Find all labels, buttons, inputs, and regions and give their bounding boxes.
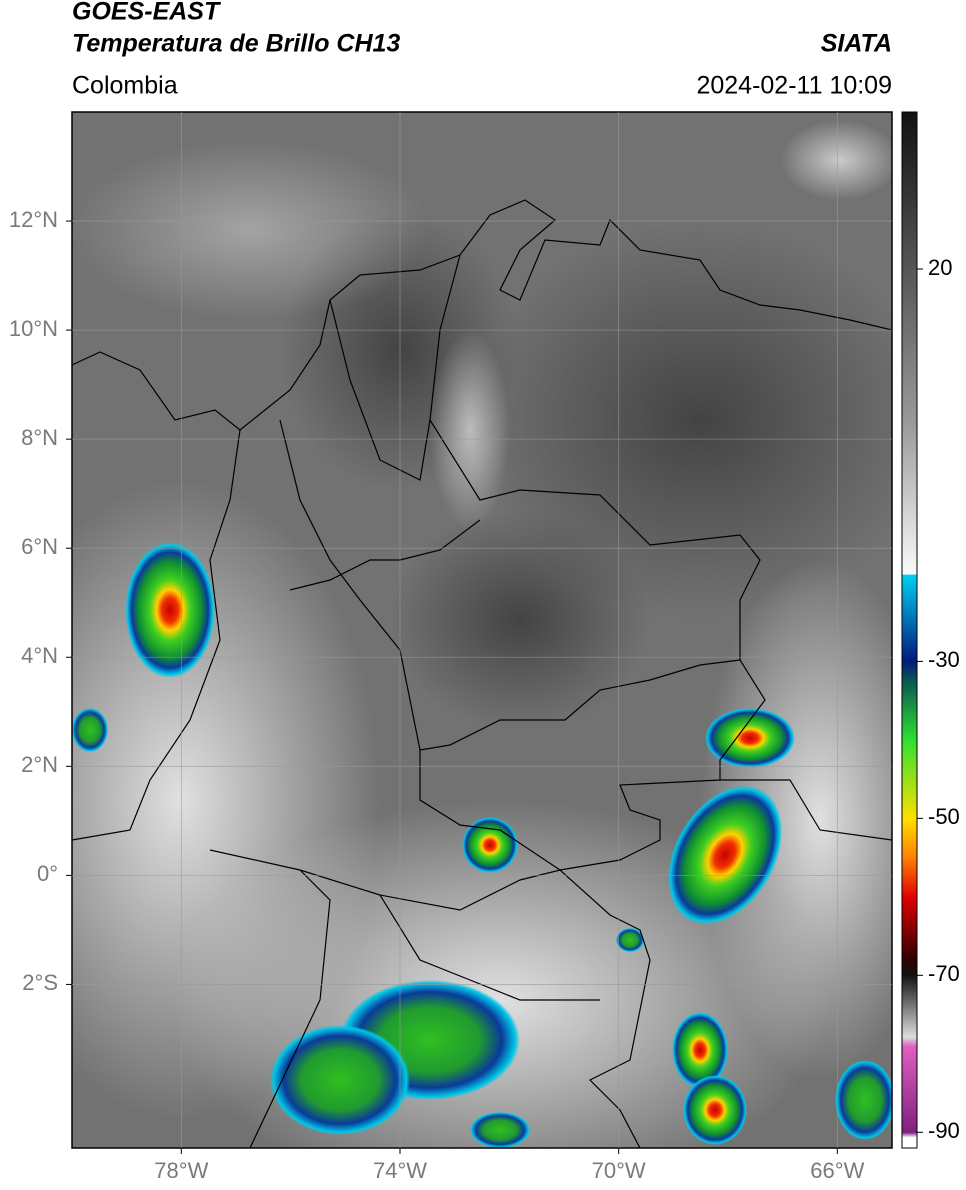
region: Colombia	[72, 72, 178, 100]
map-frame	[71, 111, 893, 1149]
colorbar-tick-label: 20	[928, 255, 952, 280]
subtitle: Temperatura de Brillo CH13	[72, 30, 400, 58]
colorbar-tick-label: -70	[928, 961, 960, 986]
y-tick-label: 8°N	[21, 425, 58, 450]
x-tick-label: 66°W	[810, 1158, 864, 1183]
y-tick-label: 2°S	[22, 970, 58, 995]
x-tick-label: 74°W	[373, 1158, 427, 1183]
x-tick-label: 78°W	[154, 1158, 208, 1183]
y-tick-label: 0°	[37, 861, 58, 886]
y-tick-label: 10°N	[9, 316, 58, 341]
colorbar-tick-label: -50	[928, 804, 960, 829]
satellite-image	[72, 112, 892, 1148]
title: GOES-EAST	[72, 0, 222, 26]
y-tick-label: 4°N	[21, 643, 58, 668]
timestamp: 2024-02-11 10:09	[696, 72, 892, 100]
colorbar	[901, 111, 918, 1149]
y-tick-label: 2°N	[21, 752, 58, 777]
y-tick-label: 12°N	[9, 207, 58, 232]
colorbar-tick-label: -30	[928, 647, 960, 672]
colorbar-tick-label: -90	[928, 1118, 960, 1143]
y-tick-label: 6°N	[21, 534, 58, 559]
x-tick-label: 70°W	[592, 1158, 646, 1183]
source: SIATA	[821, 30, 892, 58]
